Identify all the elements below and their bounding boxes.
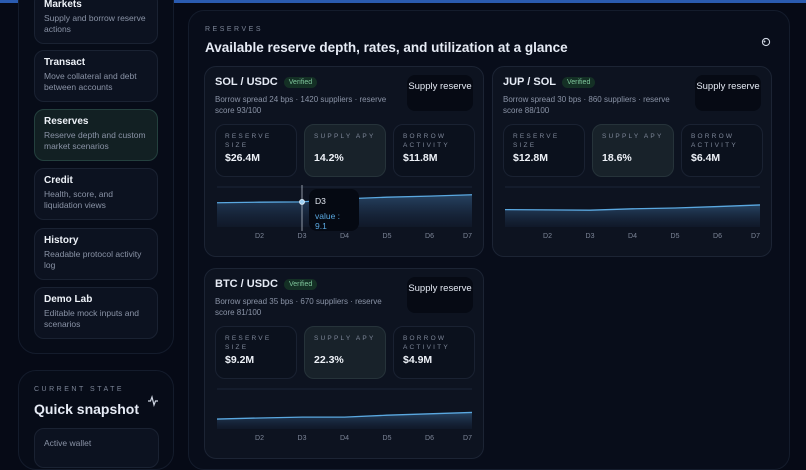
x-tick-label: D2 [543, 233, 552, 240]
sidebar-item-label: History [44, 235, 79, 246]
sidebar-item-label: Markets [44, 0, 82, 10]
sidebar-item-desc: Editable mock inputs and scenarios [44, 308, 139, 329]
verified-badge: Verified [283, 278, 318, 290]
sidebar-item-desc: Readable protocol activity log [44, 249, 142, 270]
stat-reserve-size: RESERVE SIZE $9.2M [215, 326, 297, 379]
x-tick-label: D6 [425, 233, 434, 240]
top-accent-bar [0, 0, 806, 3]
x-tick-label: D4 [340, 435, 349, 442]
activity-icon [148, 395, 158, 407]
pair-name: SOL / USDC [215, 76, 278, 88]
quick-snapshot-panel: CURRENT STATE Quick snapshot Active wall… [18, 370, 174, 470]
stat-value: $11.8M [403, 152, 438, 164]
stat-borrow-activity: BORROW ACTIVITY $11.8M [393, 124, 475, 177]
chart-tooltip: D3 value : 9.1 [309, 189, 359, 231]
sidebar-item-label: Reserves [44, 116, 89, 127]
x-tick-label: D4 [340, 233, 349, 240]
sidebar-item-demo-lab[interactable]: Demo Lab Editable mock inputs and scenar… [34, 287, 158, 339]
page-title: Available reserve depth, rates, and util… [205, 40, 568, 55]
stat-reserve-size: RESERVE SIZE $12.8M [503, 124, 585, 177]
x-tick-label: D5 [671, 233, 680, 240]
stat-value: 14.2% [314, 152, 344, 164]
snapshot-title: Quick snapshot [34, 401, 140, 417]
verified-badge: Verified [283, 76, 318, 88]
stat-label: BORROW ACTIVITY [403, 133, 450, 149]
stat-label: RESERVE SIZE [225, 133, 272, 149]
stat-reserve-size: RESERVE SIZE $26.4M [215, 124, 297, 177]
sidebar-item-desc: Move collateral and debt between account… [44, 71, 137, 92]
sidebar-item-markets[interactable]: Markets Supply and borrow reserve action… [34, 0, 158, 44]
supply-reserve-button[interactable]: Supply reserve [407, 75, 473, 111]
x-tick-label: D7 [463, 233, 472, 240]
sidebar-item-reserves[interactable]: Reserves Reserve depth and custom market… [34, 109, 158, 161]
snapshot-eyebrow: CURRENT STATE [34, 386, 125, 393]
pair-name: BTC / USDC [215, 278, 278, 290]
tooltip-label: D3 [315, 196, 326, 206]
sidebar-item-desc: Health, score, and liquidation views [44, 189, 113, 210]
stat-label: BORROW ACTIVITY [691, 133, 738, 149]
stat-label: RESERVE SIZE [225, 335, 272, 351]
x-tick-label: D2 [255, 435, 264, 442]
x-tick-label: D6 [713, 233, 722, 240]
active-point-marker [299, 198, 305, 205]
sidebar-item-desc: Reserve depth and custom market scenario… [44, 130, 146, 151]
stat-label: SUPPLY APY [314, 335, 376, 342]
stat-borrow-activity: BORROW ACTIVITY $6.4M [681, 124, 763, 177]
verified-badge: Verified [561, 76, 596, 88]
sidebar-item-desc: Supply and borrow reserve actions [44, 13, 146, 34]
x-tick-label: D7 [463, 435, 472, 442]
stat-supply-apy: SUPPLY APY 14.2% [304, 124, 386, 177]
stat-value: $9.2M [225, 354, 255, 366]
reserve-card-jup-sol: JUP / SOL Verified Borrow spread 30 bps ·… [492, 66, 772, 257]
pair-description: Borrow spread 35 bps · 670 suppliers · r… [215, 297, 382, 317]
pair-description: Borrow spread 30 bps · 860 suppliers · r… [503, 95, 670, 115]
stat-label: SUPPLY APY [314, 133, 376, 140]
x-tick-label: D5 [383, 435, 392, 442]
x-tick-label: D3 [298, 435, 307, 442]
sidebar-item-transact[interactable]: Transact Move collateral and debt betwee… [34, 50, 158, 102]
section-eyebrow: RESERVES [205, 26, 263, 33]
x-tick-label: D7 [751, 233, 760, 240]
reserve-chart[interactable]: D2 D3 D4 D5 D6 D7 [503, 185, 763, 245]
sidebar-item-label: Credit [44, 175, 73, 186]
stat-label: BORROW ACTIVITY [403, 335, 450, 351]
reserve-card-btc-usdc: BTC / USDC Verified Borrow spread 35 bps … [204, 268, 484, 459]
stat-value: 22.3% [314, 354, 344, 366]
sidebar-item-credit[interactable]: Credit Health, score, and liquidation vi… [34, 168, 158, 220]
sidebar-item-label: Transact [44, 57, 86, 68]
x-tick-label: D6 [425, 435, 434, 442]
pair-name: JUP / SOL [503, 76, 556, 88]
x-tick-label: D4 [628, 233, 637, 240]
stat-value: $4.9M [403, 354, 433, 366]
x-tick-label: D3 [298, 233, 307, 240]
stat-value: $6.4M [691, 152, 721, 164]
supply-reserve-button[interactable]: Supply reserve [695, 75, 761, 111]
x-tick-label: D2 [255, 233, 264, 240]
tooltip-value: value : 9.1 [315, 211, 341, 231]
sidebar-item-label: Demo Lab [44, 294, 93, 305]
active-wallet-field[interactable]: Active wallet [34, 428, 159, 468]
stat-supply-apy: SUPPLY APY 18.6% [592, 124, 674, 177]
reserve-card-sol-usdc: SOL / USDC Verified Borrow spread 24 bps … [204, 66, 484, 257]
x-tick-label: D5 [383, 233, 392, 240]
stat-value: $26.4M [225, 152, 261, 164]
supply-reserve-button[interactable]: Supply reserve [407, 277, 473, 313]
chart-line [216, 411, 473, 420]
stat-value: 18.6% [602, 152, 632, 164]
chart-area [217, 412, 472, 429]
refresh-drop-icon[interactable] [760, 35, 772, 47]
stat-label: SUPPLY APY [602, 133, 664, 140]
stat-value: $12.8M [513, 152, 549, 164]
chart-line [504, 204, 761, 211]
x-tick-label: D3 [586, 233, 595, 240]
reserve-chart[interactable]: D2 D3 D4 D5 D6 D7 [215, 387, 475, 447]
pair-description: Borrow spread 24 bps · 1420 suppliers · … [215, 95, 387, 115]
stat-supply-apy: SUPPLY APY 22.3% [304, 326, 386, 379]
sidebar-item-history[interactable]: History Readable protocol activity log [34, 228, 158, 280]
stat-borrow-activity: BORROW ACTIVITY $4.9M [393, 326, 475, 379]
stat-label: RESERVE SIZE [513, 133, 560, 149]
